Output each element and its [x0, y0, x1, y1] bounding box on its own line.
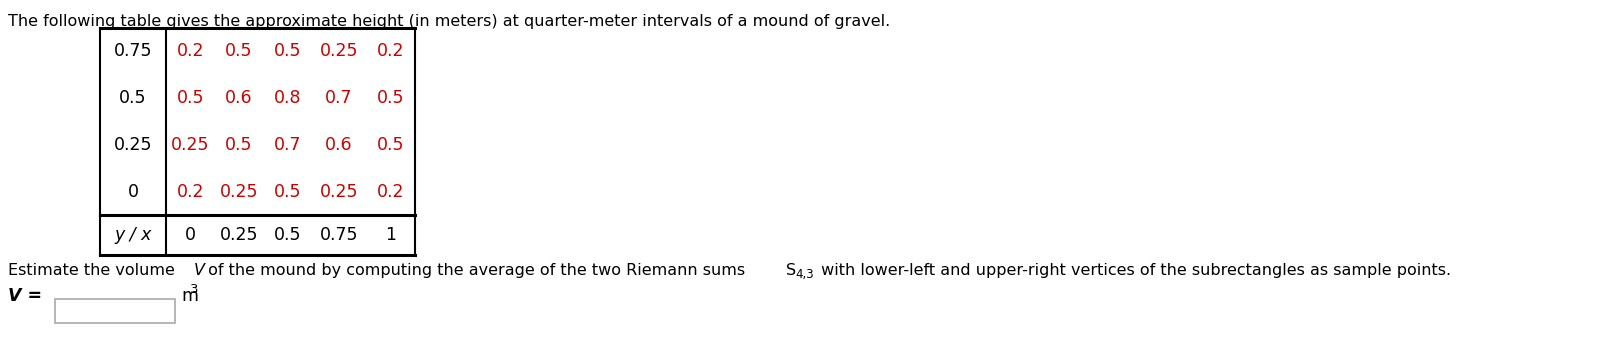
Bar: [55, 299, 175, 323]
Text: 0.2: 0.2: [176, 42, 204, 60]
Text: 0.5: 0.5: [377, 89, 404, 107]
Text: 1: 1: [385, 226, 396, 244]
Text: 0.5: 0.5: [119, 89, 146, 107]
Text: 0.5: 0.5: [176, 89, 204, 107]
Text: 0.5: 0.5: [225, 136, 253, 154]
Text: 0.2: 0.2: [176, 183, 204, 201]
Text: 0.5: 0.5: [274, 183, 302, 201]
Text: 0.75: 0.75: [319, 226, 358, 244]
Text: 0.5: 0.5: [274, 42, 302, 60]
Text: The following table gives the approximate height (in meters) at quarter-meter in: The following table gives the approximat…: [8, 14, 890, 29]
Text: 0.75: 0.75: [114, 42, 152, 60]
Text: S: S: [786, 263, 796, 278]
Text: 0.5: 0.5: [377, 136, 404, 154]
Text: 0.8: 0.8: [274, 89, 302, 107]
Text: V =: V =: [8, 287, 42, 305]
Text: 0.25: 0.25: [114, 136, 152, 154]
Text: with lower-left and upper-right vertices of the subrectangles as sample points.: with lower-left and upper-right vertices…: [816, 263, 1452, 278]
Text: 0.25: 0.25: [319, 183, 358, 201]
Text: 3: 3: [189, 283, 197, 296]
Text: 0: 0: [127, 183, 138, 201]
Text: 4,3: 4,3: [796, 268, 815, 281]
Text: of the mound by computing the average of the two Riemann sums: of the mound by computing the average of…: [202, 263, 749, 278]
Text: Estimate the volume: Estimate the volume: [8, 263, 180, 278]
Text: y / x: y / x: [114, 226, 152, 244]
Text: 0.5: 0.5: [225, 42, 253, 60]
Text: 0: 0: [184, 226, 196, 244]
Text: 0.2: 0.2: [377, 183, 404, 201]
Text: 0.7: 0.7: [274, 136, 302, 154]
Text: 0.5: 0.5: [274, 226, 302, 244]
Text: 0.7: 0.7: [326, 89, 353, 107]
Text: 0.25: 0.25: [319, 42, 358, 60]
Text: 0.25: 0.25: [220, 183, 258, 201]
Text: 0.6: 0.6: [326, 136, 353, 154]
Text: 0.25: 0.25: [172, 136, 210, 154]
Text: 0.2: 0.2: [377, 42, 404, 60]
Text: 0.25: 0.25: [220, 226, 258, 244]
Text: V: V: [192, 263, 204, 278]
Text: 0.6: 0.6: [225, 89, 253, 107]
Text: m: m: [181, 287, 197, 305]
